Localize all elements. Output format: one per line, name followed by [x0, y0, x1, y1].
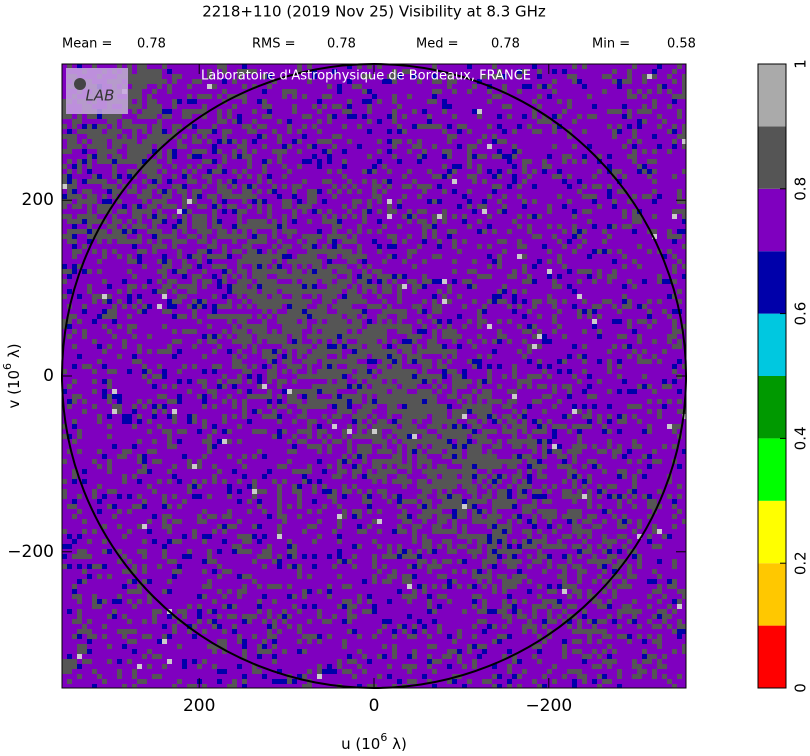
x-tick-label: −200	[525, 696, 572, 716]
logo-dot	[74, 78, 86, 90]
chart-title: 2218+110 (2019 Nov 25) Visibility at 8.3…	[202, 3, 546, 21]
colorbar-band	[758, 188, 786, 252]
y-axis-label: v (106 λ)	[1, 343, 23, 408]
y-tick-label: 200	[22, 190, 54, 210]
colorbar-tick-label: 0.8	[792, 177, 810, 201]
stat-value: 0.78	[327, 37, 356, 52]
y-tick-label: −200	[7, 542, 54, 562]
colorbar-band	[758, 500, 786, 564]
logo-text: LAB	[86, 87, 115, 105]
stat-label: Mean =	[62, 37, 112, 52]
colorbar-band	[758, 64, 786, 127]
colorbar-tick-label: 0.2	[792, 551, 810, 575]
colorbar-band	[758, 376, 786, 439]
uv-texture	[62, 64, 686, 688]
colorbar-tick-label: 0.6	[792, 302, 810, 326]
x-tick-label: 0	[369, 696, 380, 716]
colorbar-tick-label: 0.4	[792, 426, 810, 450]
texture-blue	[62, 64, 686, 688]
y-tick-label: 0	[43, 366, 54, 386]
colorbar-tick-label: 1	[792, 59, 810, 69]
colorbar-band	[758, 251, 786, 314]
colorbar-band	[758, 438, 786, 501]
stat-value: 0.78	[491, 37, 520, 52]
stat-value: 0.58	[667, 37, 696, 52]
logo-box	[66, 68, 128, 114]
texture-grey	[62, 64, 686, 688]
colorbar-frame	[757, 63, 787, 689]
stat-label: Min =	[592, 37, 630, 52]
stat-label: Med =	[416, 37, 459, 52]
stat-label: RMS =	[252, 37, 296, 52]
colorbar-band	[758, 563, 786, 626]
x-tick-label: 200	[183, 696, 215, 716]
colorbar-band	[758, 313, 786, 376]
stat-value: 0.78	[137, 37, 166, 52]
banner: Laboratoire d'Astrophysique de Bordeaux,…	[201, 69, 531, 84]
colorbar-band	[758, 625, 786, 688]
colorbar-band	[758, 126, 786, 189]
x-axis-label: u (106 λ)	[341, 731, 407, 753]
colorbar-tick-label: 0	[792, 683, 810, 693]
